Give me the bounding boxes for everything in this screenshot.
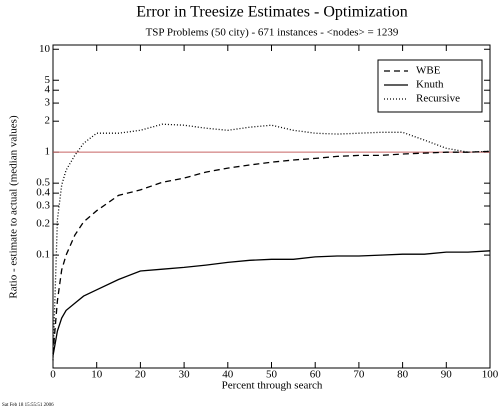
y-tick-label: 0.1	[36, 249, 50, 261]
series-line	[52, 123, 491, 361]
x-tick-label: 20	[135, 369, 147, 381]
x-tick-label: 90	[441, 369, 453, 381]
x-tick-label: 80	[397, 369, 409, 381]
y-tick-label: 3	[45, 97, 51, 109]
series-line	[52, 250, 491, 356]
legend-box	[377, 59, 483, 113]
x-tick-label: 40	[222, 369, 234, 381]
y-tick-label: 2	[45, 115, 51, 127]
timestamp: Sat Feb 18 15:55:51 2006	[2, 403, 54, 408]
y-tick-label: 1	[45, 146, 51, 158]
x-tick-label: 100	[482, 369, 499, 381]
x-tick-label: 10	[91, 369, 103, 381]
chart-title: Error in Treesize Estimates - Optimizati…	[136, 4, 408, 21]
y-tick-label: 10	[39, 43, 51, 55]
x-tick-label: 0	[50, 369, 56, 381]
x-axis-label: Percent through search	[222, 380, 323, 392]
legend-label: Knuth	[416, 79, 444, 91]
x-tick-label: 60	[310, 369, 322, 381]
y-tick-label: 5	[45, 74, 51, 86]
x-tick-label: 50	[266, 369, 278, 381]
chart-subtitle: TSP Problems (50 city) - 671 instances -…	[146, 27, 399, 39]
y-tick-label: 0.5	[36, 177, 50, 189]
y-tick-label: 0.2	[36, 218, 50, 230]
x-tick-label: 70	[353, 369, 365, 381]
y-tick-label: 0.3	[36, 200, 50, 212]
y-tick-label: 4	[45, 84, 51, 96]
legend-label: WBE	[416, 65, 441, 77]
y-axis-label: Ratio - estimate to actual (median value…	[8, 115, 20, 299]
series-line	[52, 150, 491, 354]
legend-label: Recursive	[416, 93, 460, 105]
x-tick-label: 30	[179, 369, 191, 381]
y-tick-label: 0.4	[36, 187, 50, 199]
